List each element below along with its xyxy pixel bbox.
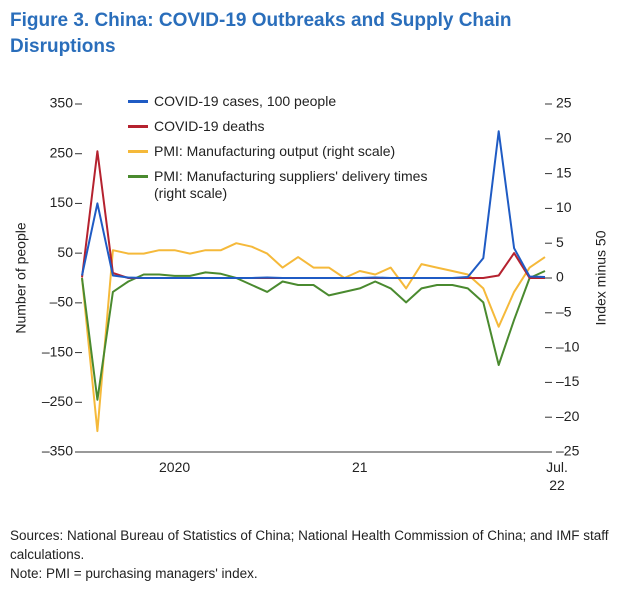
y2-tick-label: 10	[556, 199, 572, 215]
chart-title: Figure 3. China: COVID-19 Outbreaks and …	[10, 10, 512, 57]
legend-label: PMI: Manufacturing output (right scale)	[154, 143, 396, 159]
y-tick-label: –350	[42, 443, 73, 459]
legend-label: PMI: Manufacturing suppliers' delivery t…	[154, 168, 428, 201]
series-line	[81, 270, 546, 401]
legend: COVID-19 cases, 100 people COVID-19 death…	[128, 93, 458, 210]
series-line	[81, 242, 546, 433]
y-tick-label: –50	[50, 294, 74, 310]
y2-tick-label: 20	[556, 130, 572, 146]
y-tick-label: –150	[42, 343, 73, 359]
y2-tick-label: –20	[556, 408, 580, 424]
y2-tick-label: –15	[556, 373, 580, 389]
x-tick-label: 21	[352, 459, 368, 475]
y2-tick-label: 25	[556, 95, 572, 111]
footer: Sources: National Bureau of Statistics o…	[10, 526, 610, 583]
source-note: Sources: National Bureau of Statistics o…	[10, 528, 609, 562]
x-tick-label: 2020	[159, 459, 191, 475]
legend-label: COVID-19 cases, 100 people	[154, 93, 337, 109]
y-tick-label: –250	[42, 393, 73, 409]
y2-tick-label: 15	[556, 164, 572, 180]
legend-item: PMI: Manufacturing suppliers' delivery t…	[128, 168, 458, 202]
y2-tick-label: –5	[556, 304, 572, 320]
y-tick-label: 250	[50, 144, 74, 160]
series-line	[81, 130, 546, 279]
legend-item: PMI: Manufacturing output (right scale)	[128, 143, 458, 160]
legend-swatch	[128, 100, 148, 103]
y-tick-label: 150	[50, 194, 74, 210]
x-tick-label: Jul. 22	[546, 459, 568, 493]
y-tick-label: 350	[50, 95, 74, 111]
legend-swatch	[128, 150, 148, 153]
y2-tick-label: 0	[556, 269, 564, 285]
y2-tick-label: 5	[556, 234, 564, 250]
y2-axis-label: Index minus 50	[593, 230, 609, 325]
y-tick-label: 50	[57, 244, 73, 260]
legend-swatch	[128, 175, 148, 178]
y2-tick-label: –10	[556, 338, 580, 354]
legend-item: COVID-19 deaths	[128, 118, 458, 135]
legend-label: COVID-19 deaths	[154, 118, 265, 134]
y2-tick-label: –25	[556, 443, 580, 459]
y-axis-label: Number of people	[13, 222, 29, 334]
legend-item: COVID-19 cases, 100 people	[128, 93, 458, 110]
note: Note: PMI = purchasing managers' index.	[10, 566, 258, 581]
legend-swatch	[128, 125, 148, 128]
